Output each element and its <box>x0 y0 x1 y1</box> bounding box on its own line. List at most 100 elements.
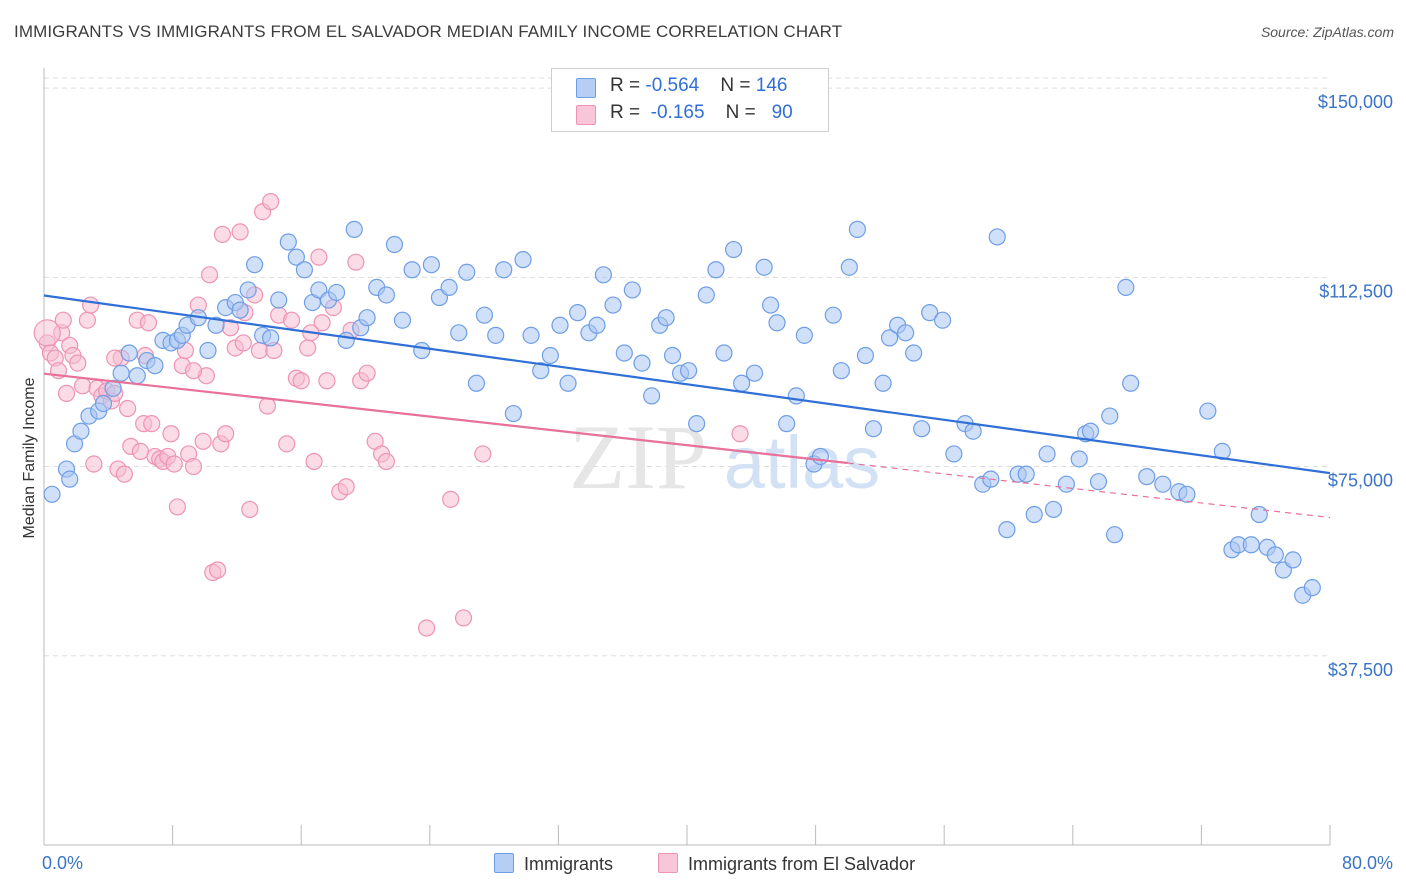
data-point-el-salvador <box>474 445 492 463</box>
data-point-el-salvador <box>299 339 317 357</box>
data-point-el-salvador <box>454 609 473 627</box>
legend-swatch-blue <box>576 78 596 98</box>
data-point-immigrants <box>270 291 288 309</box>
data-point-immigrants <box>778 415 796 433</box>
data-point-el-salvador <box>442 490 460 508</box>
data-point-immigrants <box>688 415 706 433</box>
legend-n-label: N = <box>725 102 762 123</box>
data-point-el-salvador <box>118 399 137 418</box>
data-point-immigrants <box>120 344 138 362</box>
data-point-immigrants <box>450 324 468 342</box>
data-point-el-salvador <box>217 425 235 443</box>
data-point-immigrants <box>112 364 130 382</box>
legend-n-value: 90 <box>761 102 793 123</box>
data-point-el-salvador <box>82 296 100 314</box>
watermark: ZIP atlas <box>569 406 880 508</box>
watermark-zip: ZIP <box>569 406 707 508</box>
data-point-immigrants <box>199 341 217 360</box>
y-tick-label: $112,500 <box>1319 281 1393 301</box>
data-point-el-salvador <box>313 314 331 332</box>
data-point-el-salvador <box>69 354 87 372</box>
data-point-immigrants <box>495 261 513 279</box>
data-point-el-salvador <box>57 384 76 402</box>
data-point-immigrants <box>94 394 113 413</box>
data-point-immigrants <box>1081 422 1100 440</box>
data-point-immigrants <box>1284 551 1302 569</box>
data-point-immigrants <box>504 404 522 423</box>
data-point-el-salvador <box>165 455 183 473</box>
data-point-immigrants <box>1105 526 1124 544</box>
data-point-immigrants <box>1117 278 1135 297</box>
legend-r-label: R = <box>610 75 646 96</box>
x-tick-label-min: 0.0% <box>42 853 83 873</box>
data-point-immigrants <box>403 261 421 279</box>
data-point-immigrants <box>1070 450 1088 468</box>
data-point-immigrants <box>207 316 225 334</box>
data-point-immigrants <box>663 346 682 365</box>
data-point-immigrants <box>458 263 476 281</box>
data-point-immigrants <box>840 258 858 276</box>
data-point-el-salvador <box>337 478 355 496</box>
data-point-immigrants <box>643 387 661 405</box>
data-point-immigrants <box>707 261 725 279</box>
data-point-immigrants <box>358 309 376 327</box>
data-point-immigrants <box>279 233 297 251</box>
data-point-immigrants <box>680 362 698 380</box>
data-point-immigrants <box>559 374 577 392</box>
legend-n-value: 146 <box>755 75 788 96</box>
data-point-immigrants <box>1089 473 1108 491</box>
data-point-immigrants <box>745 364 764 382</box>
axes <box>43 68 1331 846</box>
data-point-immigrants <box>1303 579 1321 597</box>
data-point-el-salvador <box>358 364 376 382</box>
data-point-immigrants <box>146 357 164 375</box>
data-point-immigrants <box>880 329 899 347</box>
bottom-legend-swatch-blue <box>494 853 514 873</box>
data-point-immigrants <box>905 344 923 362</box>
bottom-legend-label: Immigrants <box>524 854 614 874</box>
series-el-salvador-points <box>33 193 749 637</box>
data-point-el-salvador <box>73 377 92 395</box>
data-point-el-salvador <box>33 319 61 347</box>
y-tick-label: $150,000 <box>1318 92 1393 112</box>
data-point-immigrants <box>657 309 675 327</box>
data-point-el-salvador <box>318 372 336 390</box>
data-point-immigrants <box>824 306 842 324</box>
data-point-immigrants <box>874 374 892 392</box>
data-point-immigrants <box>377 286 395 304</box>
data-point-immigrants <box>475 306 494 324</box>
bottom-legend-immigrants: Immigrants <box>494 853 613 875</box>
data-point-immigrants <box>933 311 952 329</box>
data-point-immigrants <box>239 281 257 299</box>
data-point-immigrants <box>787 387 805 405</box>
legend-swatch-pink <box>576 105 596 125</box>
y-tick-label: $75,000 <box>1328 471 1393 491</box>
data-point-el-salvador <box>194 432 212 450</box>
data-point-el-salvador <box>200 266 219 284</box>
data-point-el-salvador <box>184 362 203 380</box>
correlation-legend: R = -0.564 N = 146 R = -0.165 N = 90 <box>551 68 829 132</box>
legend-n-label: N = <box>720 75 756 96</box>
data-point-immigrants <box>795 326 813 344</box>
data-point-el-salvador <box>262 193 280 211</box>
data-point-immigrants <box>1044 500 1063 519</box>
data-point-el-salvador <box>258 397 277 415</box>
data-point-el-salvador <box>241 500 259 519</box>
bottom-legend-swatch-pink <box>658 853 678 873</box>
data-point-immigrants <box>327 283 346 302</box>
data-point-immigrants <box>1199 402 1217 420</box>
bottom-legend-label: Immigrants from El Salvador <box>688 854 916 874</box>
data-point-el-salvador <box>209 561 227 579</box>
trend-lines <box>43 294 1331 519</box>
data-point-el-salvador <box>54 311 72 329</box>
legend-r-value: -0.165 <box>645 102 705 123</box>
data-point-el-salvador <box>234 334 252 352</box>
data-point-el-salvador <box>213 225 232 244</box>
watermark-atlas: atlas <box>724 421 880 504</box>
data-point-immigrants <box>345 220 363 238</box>
data-point-immigrants <box>43 485 61 503</box>
data-point-immigrants <box>864 420 883 438</box>
data-point-el-salvador <box>278 435 296 453</box>
data-point-immigrants <box>988 228 1006 246</box>
data-point-immigrants <box>231 301 249 319</box>
